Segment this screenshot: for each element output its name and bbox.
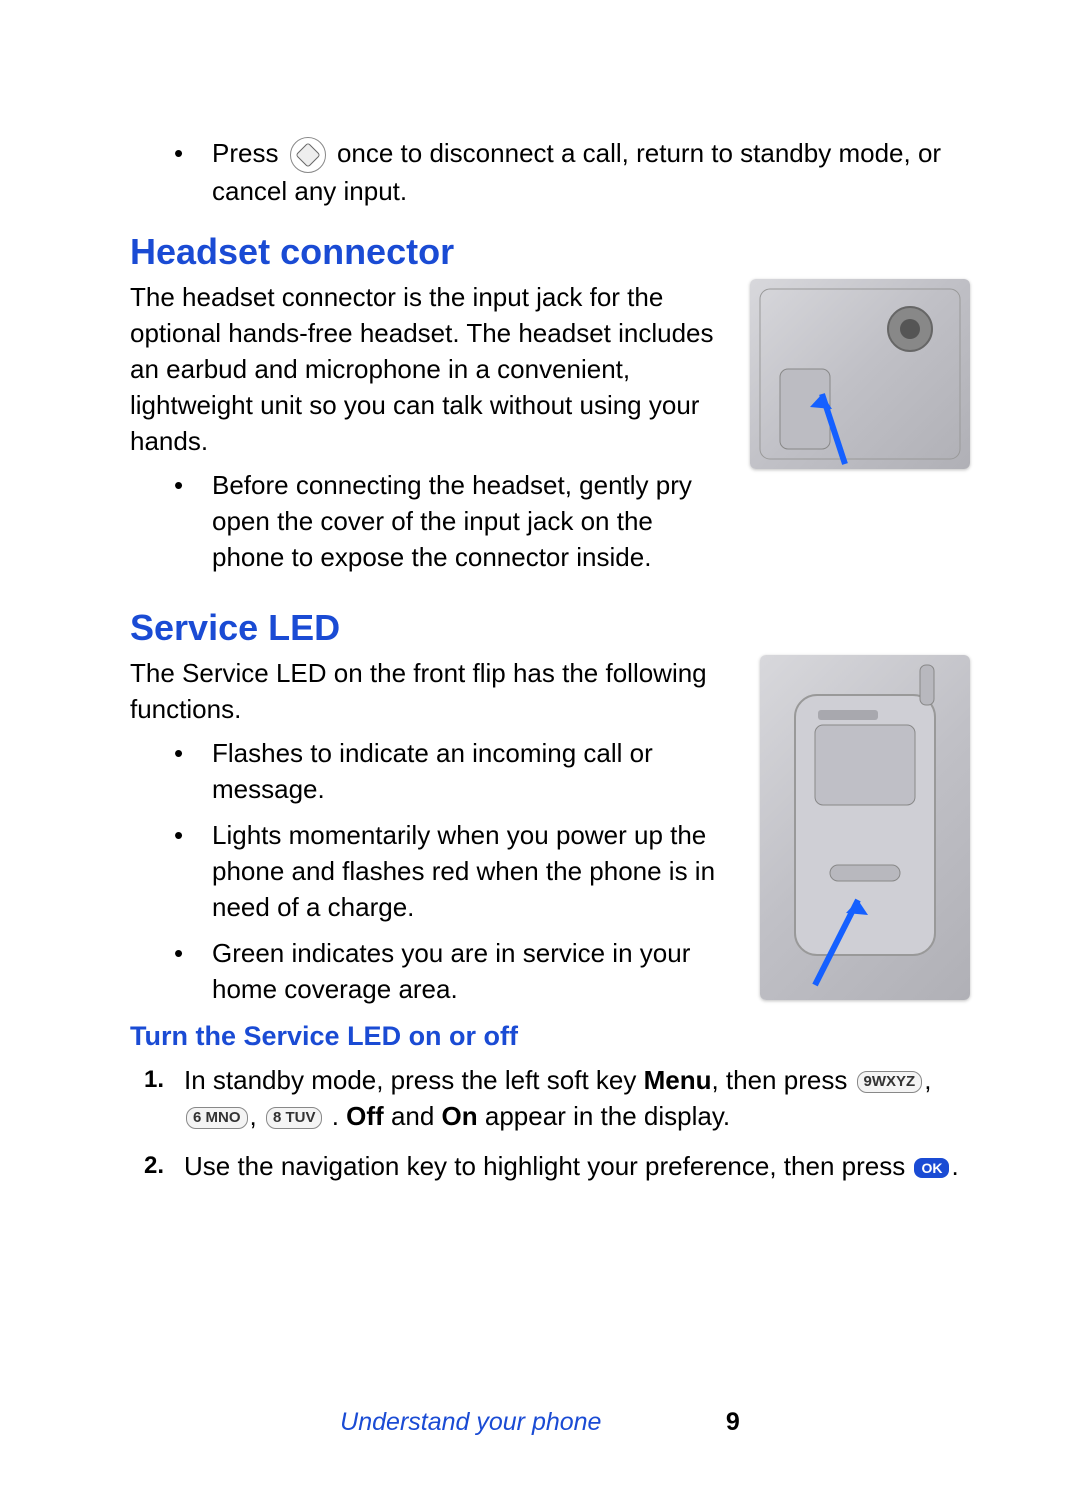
headset-image-svg (750, 279, 970, 469)
step1-bold-off: Off (346, 1101, 384, 1131)
intro-bullet-row: • Press once to disconnect a call, retur… (174, 135, 970, 209)
keypad-9-icon: 9WXYZ (857, 1071, 923, 1093)
heading-headset-connector: Headset connector (130, 231, 970, 273)
headset-bullet-row: • Before connecting the headset, gently … (174, 467, 732, 575)
service-led-paragraph: The Service LED on the front flip has th… (130, 655, 742, 727)
subheading-turn-service-led: Turn the Service LED on or off (130, 1021, 742, 1052)
step1-before: In standby mode, press the left soft key (184, 1065, 644, 1095)
headset-col-text: The headset connector is the input jack … (130, 279, 732, 585)
headset-paragraph: The headset connector is the input jack … (130, 279, 732, 459)
keypad-8-icon: 8 TUV (266, 1107, 323, 1129)
service-led-bullet-row: • Lights momentarily when you power up t… (174, 817, 742, 925)
step-1-text: In standby mode, press the left soft key… (184, 1062, 970, 1134)
service-led-bullet-0: Flashes to indicate an incoming call or … (212, 735, 742, 807)
page-footer: Understand your phone 9 (0, 1408, 1080, 1437)
heading-service-led: Service LED (130, 607, 970, 649)
step2-after: . (951, 1151, 958, 1181)
step-2-text: Use the navigation key to highlight your… (184, 1148, 959, 1184)
step-number: 1. (144, 1062, 184, 1098)
intro-prefix: Press (212, 138, 278, 168)
end-key-icon (290, 137, 326, 173)
keypad-6-icon: 6 MNO (186, 1107, 248, 1129)
bullet-dot-icon: • (174, 467, 190, 503)
intro-bullet-text: Press once to disconnect a call, return … (212, 135, 970, 209)
service-led-image-col (760, 655, 970, 1062)
footer-page-number: 9 (726, 1408, 740, 1436)
headset-jack-image (750, 279, 970, 469)
step1-mid2: . (332, 1101, 346, 1131)
footer-chapter-title: Understand your phone (340, 1408, 601, 1436)
step1-bold-menu: Menu (644, 1065, 712, 1095)
step1-mid1: , then press (711, 1065, 854, 1095)
bullet-dot-icon: • (174, 935, 190, 971)
headset-bullet-text: Before connecting the headset, gently pr… (212, 467, 732, 575)
step-1-row: 1. In standby mode, press the left soft … (144, 1062, 970, 1134)
bullet-dot-icon: • (174, 735, 190, 771)
service-led-bullet-1: Lights momentarily when you power up the… (212, 817, 742, 925)
step1-mid3: and (384, 1101, 442, 1131)
step2-before: Use the navigation key to highlight your… (184, 1151, 912, 1181)
service-led-bullet-row: • Flashes to indicate an incoming call o… (174, 735, 742, 807)
manual-page: • Press once to disconnect a call, retur… (0, 0, 1080, 1492)
step1-bold-on: On (442, 1101, 478, 1131)
bullet-dot-icon: • (174, 817, 190, 853)
ok-key-icon: OK (914, 1158, 949, 1178)
step-number: 2. (144, 1148, 184, 1184)
headset-two-col: The headset connector is the input jack … (130, 279, 970, 585)
service-led-two-col: The Service LED on the front flip has th… (130, 655, 970, 1062)
step1-after: appear in the display. (485, 1101, 730, 1131)
service-led-bullet-2: Green indicates you are in service in yo… (212, 935, 742, 1007)
headset-image-col (750, 279, 970, 585)
bullet-dot-icon: • (174, 135, 190, 171)
flip-phone-svg (760, 655, 970, 1000)
flip-phone-image (760, 655, 970, 1000)
service-led-col-text: The Service LED on the front flip has th… (130, 655, 742, 1062)
step-2-row: 2. Use the navigation key to highlight y… (144, 1148, 970, 1184)
service-led-bullet-row: • Green indicates you are in service in … (174, 935, 742, 1007)
